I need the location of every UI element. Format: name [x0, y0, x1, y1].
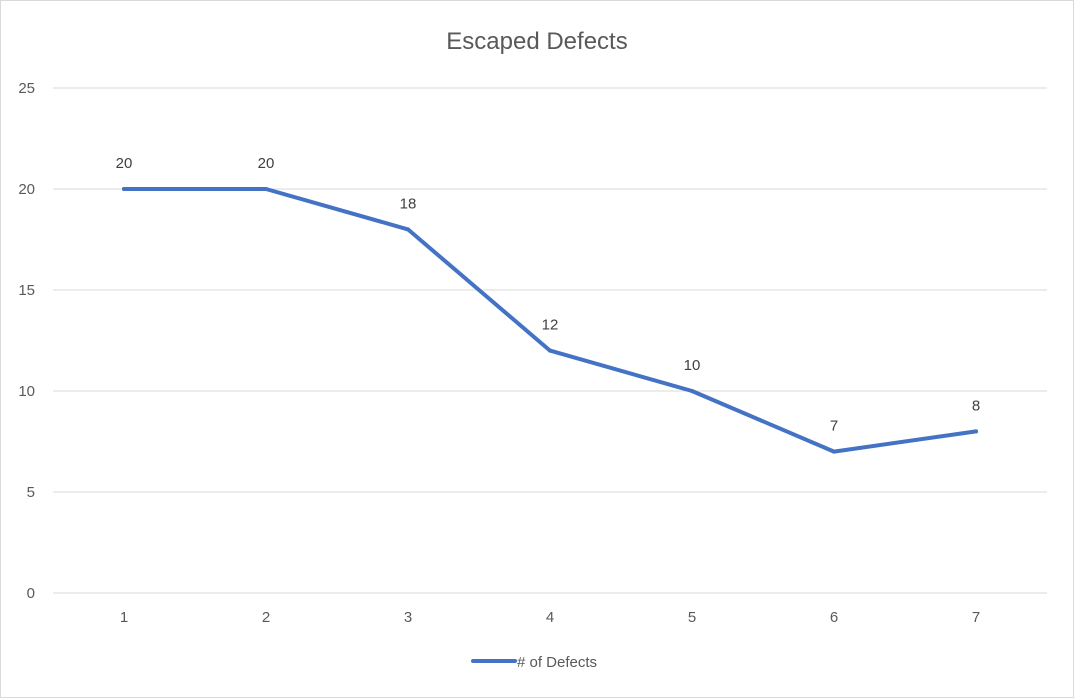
data-point[interactable] [832, 449, 836, 454]
data-label: 10 [684, 357, 701, 374]
y-tick-label: 10 [18, 383, 35, 400]
x-tick-label: 1 [120, 609, 128, 626]
data-point[interactable] [548, 348, 552, 353]
x-tick-label: 6 [830, 609, 838, 626]
data-label: 7 [830, 418, 838, 435]
data-label: 12 [542, 317, 559, 334]
y-tick-label: 0 [27, 585, 35, 602]
x-tick-label: 7 [972, 609, 980, 626]
data-point[interactable] [690, 389, 694, 393]
data-point[interactable] [974, 429, 978, 434]
data-point[interactable] [122, 187, 126, 191]
legend-label: # of Defects [517, 654, 597, 671]
gridlines [53, 87, 1047, 594]
x-tick-label: 4 [546, 609, 554, 626]
x-tick-label: 5 [688, 609, 696, 626]
data-point[interactable] [264, 187, 268, 191]
y-tick-label: 5 [27, 484, 35, 501]
x-axis-ticks: 1 2 3 4 5 6 7 [120, 609, 980, 626]
y-tick-label: 25 [18, 80, 35, 97]
data-point[interactable] [406, 227, 410, 232]
data-labels: 20 20 18 12 10 7 8 [116, 155, 981, 435]
series-layer [122, 187, 978, 454]
y-tick-label: 20 [18, 181, 35, 198]
x-tick-label: 3 [404, 609, 412, 626]
legend[interactable]: # of Defects [471, 654, 597, 671]
data-label: 20 [258, 155, 275, 172]
chart-title: Escaped Defects [446, 28, 627, 55]
data-label: 18 [400, 195, 417, 212]
y-axis-ticks: 0 5 10 15 20 25 [18, 80, 35, 602]
y-tick-label: 15 [18, 282, 35, 299]
data-label: 20 [116, 155, 133, 172]
data-label: 8 [972, 397, 980, 414]
x-tick-label: 2 [262, 609, 270, 626]
